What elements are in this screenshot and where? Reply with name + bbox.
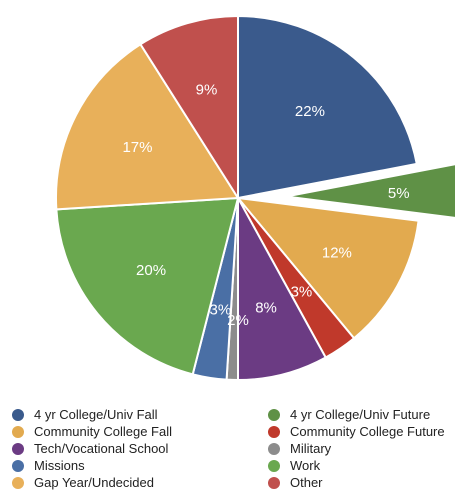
legend-swatch [268,476,280,489]
pie-slice-4-yr-college-univ-future [285,163,455,219]
slice-label-4-yr-college-univ-future: 5% [388,185,410,202]
pie-slice-gap-year-undecided [55,42,240,211]
slice-label-extra: 2% [227,312,249,329]
slice-label-community-college-future: 3% [291,283,313,300]
legend-item-missions: Missions [12,458,85,473]
legend-swatch [268,408,280,421]
slice-label-gap-year-undecided: 17% [122,139,152,156]
legend-item-4-yr-college-univ-fall: 4 yr College/Univ Fall [12,407,158,422]
slice-label-community-college-fall: 12% [322,244,352,261]
pie-chart: 22% 5% 12% 3% 8% 3% 20% 17% 9% 2% [55,14,455,382]
slice-label-work: 20% [136,262,166,279]
pie-slice-4-yr-college-univ-fall [237,14,418,200]
pie-slice-tech-vocational-school [237,197,328,382]
legend-swatch [12,408,24,421]
legend-label: Tech/Vocational School [34,441,169,456]
slice-label-other: 9% [196,82,218,99]
legend-swatch [12,476,24,489]
legend-item-military: Military [268,441,331,456]
pie-slice-work [55,196,240,376]
slice-label-missions: 3% [210,301,232,318]
legend-item-work: Work [268,458,320,473]
legend-label: Community College Future [290,424,445,439]
pie-slice-community-college-fall [235,196,420,340]
legend-label: Community College Fall [34,424,172,439]
legend-label: Work [290,458,321,473]
legend-label: Gap Year/Undecided [34,475,154,490]
legend-swatch [268,459,280,472]
legend-item-4-yr-college-univ-future: 4 yr College/Univ Future [268,407,430,422]
legend-label: 4 yr College/Univ Future [290,407,431,422]
legend-swatch [12,459,24,472]
legend-item-community-college-future: Community College Future [268,424,445,439]
legend-swatch [268,442,280,455]
legend-item-gap-year-undecided: Gap Year/Undecided [12,475,154,490]
pie-slice-other [139,14,239,202]
legend-swatch [12,442,24,455]
legend-label: Military [290,441,332,456]
legend-swatch [268,425,280,438]
legend-label: 4 yr College/Univ Fall [34,407,158,422]
legend-item-community-college-fall: Community College Fall [12,424,172,439]
legend-swatch [12,425,24,438]
slice-label-4-yr-college-univ-fall: 22% [295,103,325,120]
legend-label: Missions [34,458,85,473]
legend-item-tech-vocational-school: Tech/Vocational School [12,441,168,456]
slice-label-tech-vocational-school: 8% [255,299,277,316]
legend-item-other: Other [268,475,323,490]
legend-label: Other [290,475,323,490]
